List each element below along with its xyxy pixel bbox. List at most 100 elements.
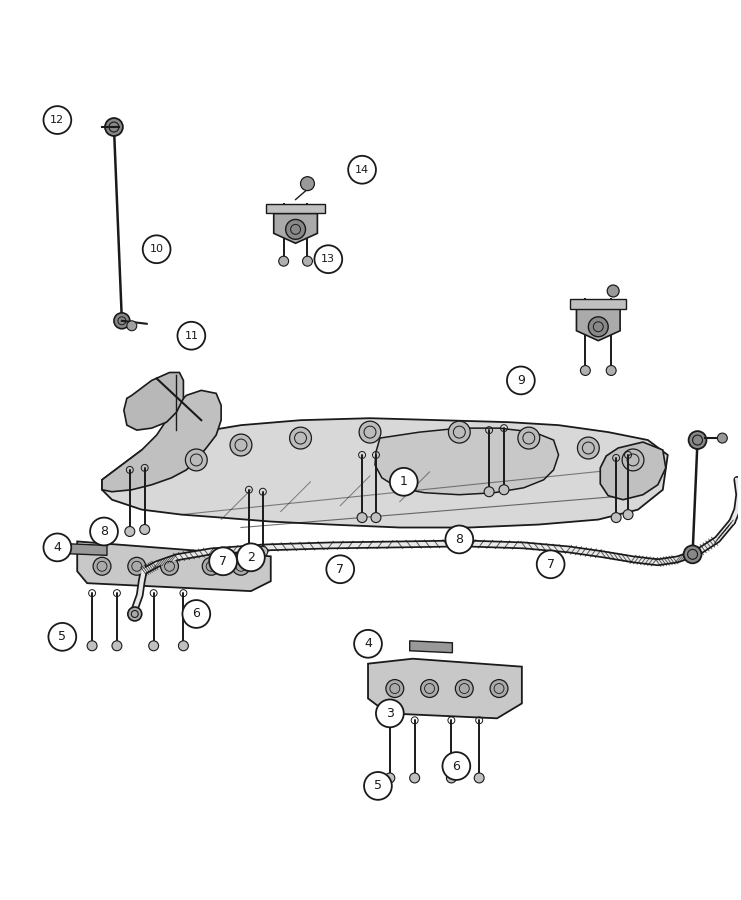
Circle shape <box>448 421 471 443</box>
Circle shape <box>442 752 471 780</box>
Text: 13: 13 <box>322 254 336 265</box>
Polygon shape <box>410 641 453 652</box>
Text: 11: 11 <box>185 330 199 341</box>
Circle shape <box>364 772 392 800</box>
Circle shape <box>114 313 130 328</box>
Circle shape <box>128 607 142 621</box>
Text: 14: 14 <box>355 165 369 175</box>
Circle shape <box>359 421 381 443</box>
Text: 8: 8 <box>100 525 108 538</box>
Text: 4: 4 <box>364 637 372 651</box>
Text: 6: 6 <box>193 608 200 620</box>
Circle shape <box>161 557 179 575</box>
Text: 12: 12 <box>50 115 64 125</box>
Text: 1: 1 <box>400 475 408 489</box>
Circle shape <box>326 555 354 583</box>
Circle shape <box>717 433 728 443</box>
Polygon shape <box>59 544 107 555</box>
Circle shape <box>232 557 250 575</box>
Circle shape <box>611 513 621 523</box>
Text: 8: 8 <box>455 533 463 546</box>
Circle shape <box>127 320 137 330</box>
Polygon shape <box>368 659 522 718</box>
Text: 5: 5 <box>374 779 382 792</box>
Circle shape <box>237 544 265 572</box>
Polygon shape <box>571 299 626 309</box>
Circle shape <box>279 256 288 266</box>
Circle shape <box>376 699 404 727</box>
Polygon shape <box>600 442 665 500</box>
Text: 9: 9 <box>517 374 525 387</box>
Circle shape <box>577 437 599 459</box>
Circle shape <box>258 546 268 556</box>
Circle shape <box>580 365 591 375</box>
Polygon shape <box>102 391 221 491</box>
Circle shape <box>499 485 509 495</box>
Circle shape <box>301 176 314 191</box>
Text: 2: 2 <box>247 551 255 563</box>
Text: 7: 7 <box>336 562 345 576</box>
Circle shape <box>622 449 644 471</box>
Circle shape <box>390 468 418 496</box>
Circle shape <box>124 526 135 536</box>
Text: 10: 10 <box>150 244 164 254</box>
Text: 4: 4 <box>53 541 62 554</box>
Text: 5: 5 <box>59 630 67 644</box>
Text: 3: 3 <box>386 706 393 720</box>
Circle shape <box>484 487 494 497</box>
Text: 6: 6 <box>453 760 460 772</box>
Circle shape <box>456 680 473 698</box>
Circle shape <box>314 246 342 273</box>
Circle shape <box>93 557 111 575</box>
Text: 7: 7 <box>219 554 227 568</box>
Circle shape <box>44 534 71 562</box>
Circle shape <box>128 557 146 575</box>
Circle shape <box>410 773 419 783</box>
Circle shape <box>536 551 565 578</box>
Circle shape <box>177 322 205 349</box>
Circle shape <box>446 773 456 783</box>
Circle shape <box>290 428 311 449</box>
Circle shape <box>588 317 608 337</box>
Polygon shape <box>273 213 317 243</box>
Circle shape <box>371 513 381 523</box>
Circle shape <box>507 366 535 394</box>
Circle shape <box>48 623 76 651</box>
Circle shape <box>285 220 305 239</box>
Circle shape <box>348 156 376 184</box>
Circle shape <box>182 600 210 628</box>
Circle shape <box>684 545 702 563</box>
Circle shape <box>354 630 382 658</box>
Circle shape <box>490 680 508 698</box>
Polygon shape <box>77 542 270 591</box>
Circle shape <box>230 434 252 456</box>
Circle shape <box>518 428 539 449</box>
Circle shape <box>474 773 484 783</box>
Circle shape <box>688 431 706 449</box>
Circle shape <box>44 106 71 134</box>
Circle shape <box>149 641 159 651</box>
Polygon shape <box>124 373 184 430</box>
Circle shape <box>143 235 170 263</box>
Circle shape <box>385 773 395 783</box>
Circle shape <box>302 256 313 266</box>
Circle shape <box>244 544 254 554</box>
Polygon shape <box>576 309 620 341</box>
Polygon shape <box>375 428 559 495</box>
Circle shape <box>357 513 367 523</box>
Circle shape <box>445 526 473 554</box>
Polygon shape <box>266 203 325 213</box>
Circle shape <box>140 525 150 535</box>
Circle shape <box>90 518 118 545</box>
Circle shape <box>606 365 617 375</box>
Circle shape <box>623 509 633 519</box>
Circle shape <box>112 641 122 651</box>
Circle shape <box>179 641 188 651</box>
Circle shape <box>105 118 123 136</box>
Circle shape <box>87 641 97 651</box>
Circle shape <box>185 449 207 471</box>
Circle shape <box>202 557 220 575</box>
Circle shape <box>421 680 439 698</box>
Circle shape <box>386 680 404 698</box>
Circle shape <box>209 547 237 575</box>
